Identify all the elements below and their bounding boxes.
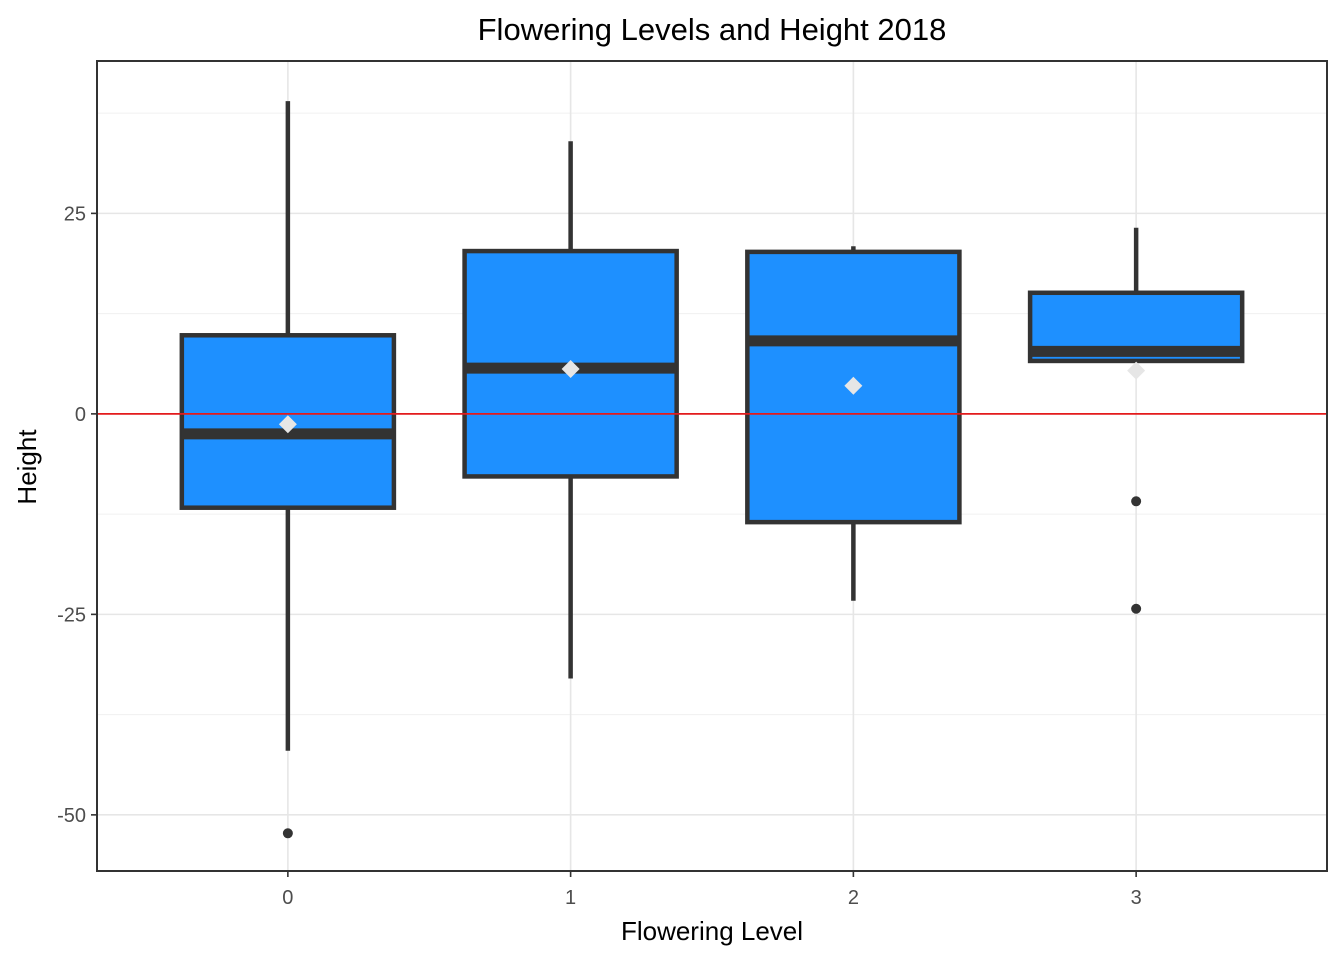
x-axis-title: Flowering Level: [621, 916, 803, 946]
y-tick-label: 0: [75, 404, 86, 426]
axis-ticks: -50 -25 0 25 0 1 2 3: [57, 203, 1142, 909]
outlier-point: [282, 828, 293, 839]
y-tick-label: -25: [57, 604, 86, 626]
x-tick-label: 3: [1131, 887, 1142, 909]
y-tick-label: 25: [64, 203, 86, 225]
outlier-point: [1131, 496, 1142, 507]
box-group-1: [462, 141, 679, 679]
boxes-layer: [179, 101, 1245, 839]
outlier-point: [1131, 603, 1142, 614]
mean-marker: [1127, 361, 1146, 380]
x-tick-label: 1: [565, 887, 576, 909]
box-group-0: [179, 101, 397, 839]
box-group-2: [745, 246, 962, 601]
y-axis-title: Height: [12, 429, 42, 505]
y-tick-label: -50: [57, 805, 86, 827]
mean-markers: [278, 359, 1146, 434]
mean-marker: [278, 415, 297, 434]
x-tick-label: 0: [282, 887, 293, 909]
plot-panel-border: [96, 60, 1328, 872]
chart-title: Flowering Levels and Height 2018: [478, 12, 947, 47]
x-tick-label: 2: [848, 887, 859, 909]
mean-marker: [561, 359, 580, 378]
box-group-3: [1027, 227, 1245, 614]
mean-marker: [844, 376, 863, 395]
